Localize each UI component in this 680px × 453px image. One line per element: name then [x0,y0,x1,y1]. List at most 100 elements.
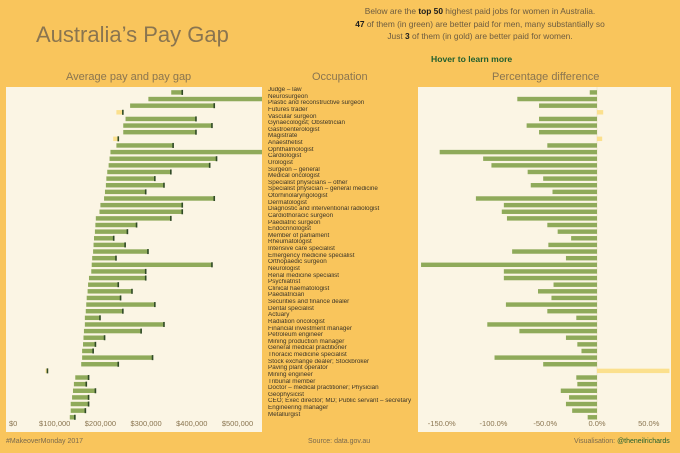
pct-bar [576,315,597,321]
occupation-label[interactable]: Otorhinolaryngologist [268,193,328,199]
pay-gap-marker [213,195,216,202]
pay-gap-bar [82,348,94,354]
pct-bar [551,295,597,301]
occupation-label[interactable]: Surgeon – general [268,166,320,173]
occupation-label[interactable]: Renal medicine specialist [268,272,340,279]
pay-gap-bar [83,328,142,334]
pay-gap-bar [84,322,165,327]
pct-bar [421,262,597,268]
occupation-label[interactable]: Securities and finance dealer [268,299,350,305]
intro-line1-post: highest paid jobs for women in Australia… [442,6,596,16]
occupation-label[interactable]: Engineering manager [268,405,329,411]
pay-gap-bar [75,375,89,380]
occupation-label[interactable]: Judge – law [268,87,302,93]
occupation-label[interactable]: Orthopaedic surgeon [268,259,327,266]
occupation-label[interactable]: Geophysicist [268,391,305,398]
pay-gap-bar [72,388,96,393]
pay-gap-marker [163,182,165,188]
occupation-label[interactable]: Gynaecologist; Obstetrician [268,120,345,127]
occupation-label[interactable]: Magistrate [268,133,298,140]
occupation-label[interactable]: Medical oncologist [268,173,320,180]
occupation-label[interactable]: Specialist physicians – other [268,179,348,186]
occupation-label[interactable]: Neurologist [268,265,300,272]
occupation-label[interactable]: Mining engineer [268,371,313,378]
pct-bar [597,136,603,142]
occupation-label[interactable]: Member of parliament [268,232,330,239]
pct-bar [527,169,597,175]
occupation-label[interactable]: Emergency medicine specialist [268,252,355,259]
occupation-label[interactable]: Tribunal member [268,378,316,385]
occupation-label[interactable]: Doctor – medical practitioner; Physician [268,385,379,392]
pct-axis-tick-label: -100.0% [480,419,508,428]
occupation-label[interactable]: Intensive care specialist [268,246,335,252]
pay-gap-marker [122,109,124,115]
occupation-label[interactable]: CEO; Exec director; MD; Public servant –… [268,398,412,405]
pct-bar [491,163,597,168]
occupation-label[interactable]: Paediatric surgeon [268,219,321,226]
pay-gap-marker [211,262,213,268]
pay-axis-tick-label: $100,000 [39,419,70,428]
header-percentage: Percentage difference [492,71,600,83]
pay-gap-bar [116,110,124,115]
occupation-label[interactable]: Paediatrician [268,292,305,299]
occupation-label[interactable]: Mining production manager [268,338,345,345]
pay-gap-bar [100,202,183,208]
occupation-label[interactable]: Clinical haematologist [268,285,330,292]
occupation-label[interactable]: Endocrinologist [268,226,312,233]
pay-gap-bar [130,103,215,108]
occupation-label[interactable]: Plastic and reconstructive surgeon [268,100,365,107]
occupation-label[interactable]: Actuary [268,312,290,319]
pay-axis-tick-label: $300,000 [130,419,161,428]
occupation-label[interactable]: Rheumatologist [268,239,312,246]
intro-line1-bold: top 50 [418,6,443,16]
occupation-label[interactable]: General medical practitioner [268,345,347,352]
hover-hint: Hover to learn more [431,54,513,64]
pct-bar [526,123,597,128]
pct-bar [538,289,597,294]
pct-bar [552,189,597,195]
occupation-label[interactable]: Ophthalmologist [268,146,314,153]
occupation-label[interactable]: Financial investment manager [268,325,352,332]
occupation-label[interactable]: Cardiologist [268,153,302,160]
pay-gap-bar [70,401,89,407]
pct-bar [494,355,597,360]
footer-credit-handle[interactable]: @theneilrichards [617,438,670,445]
occupation-label[interactable]: Vascular surgeon [268,113,317,120]
pct-bar [505,302,597,307]
pct-bar [519,328,597,334]
occupation-label[interactable]: Specialist physician – general medicine [268,186,378,193]
occupation-label[interactable]: Stock exchange dealer; Stockbroker [268,358,370,365]
occupation-label[interactable]: Cardiothoracic surgeon [268,212,334,219]
occupation-label[interactable]: Metallurgist [268,411,301,418]
occupation-label[interactable]: Neurosurgeon [268,93,308,100]
occupation-label[interactable]: Urologist [268,159,293,166]
occupation-label[interactable]: Anaesthetist [268,140,303,146]
pct-axis-tick-label: -50.0% [533,419,557,428]
pay-gap-marker [144,275,147,281]
pay-gap-marker [94,388,97,394]
occupation-label[interactable]: Dermatologist [268,199,307,206]
header-pay: Average pay and pay gap [66,71,192,83]
pay-axis-tick-label: $400,000 [176,419,207,428]
occupation-label[interactable]: Dental specialist [268,305,314,312]
pay-gap-marker [126,229,129,235]
pay-gap-bar [70,408,86,413]
pay-chart-panel: $0 $100,000 $200,000 $300,000 $400,000 $500,0… [6,87,275,432]
pay-gap-bar [105,183,165,188]
occupation-label[interactable]: Diagnostic and interventional radiologis… [268,206,380,213]
intro-text: Below are the top 50 highest paid jobs f… [330,5,630,43]
pct-bar [501,209,597,214]
pay-gap-bar [69,415,76,420]
occupation-label[interactable]: Psychiatrist [268,279,301,286]
pay-gap-bar [95,216,172,221]
pay-gap-marker [215,156,218,162]
pay-gap-bar [88,275,147,281]
occupation-label[interactable]: Paving plant operator [268,365,328,372]
pct-bar [572,408,597,413]
pay-gap-marker [140,328,142,334]
occupation-label[interactable]: Petroleum engineer [268,332,323,339]
occupation-label[interactable]: Radiation oncologist [268,318,325,325]
occupation-label[interactable]: Futures trader [268,106,308,113]
occupation-label[interactable]: Gastroenterologist [268,126,320,133]
occupation-label[interactable]: Thoracic medicine specialist [268,352,347,358]
